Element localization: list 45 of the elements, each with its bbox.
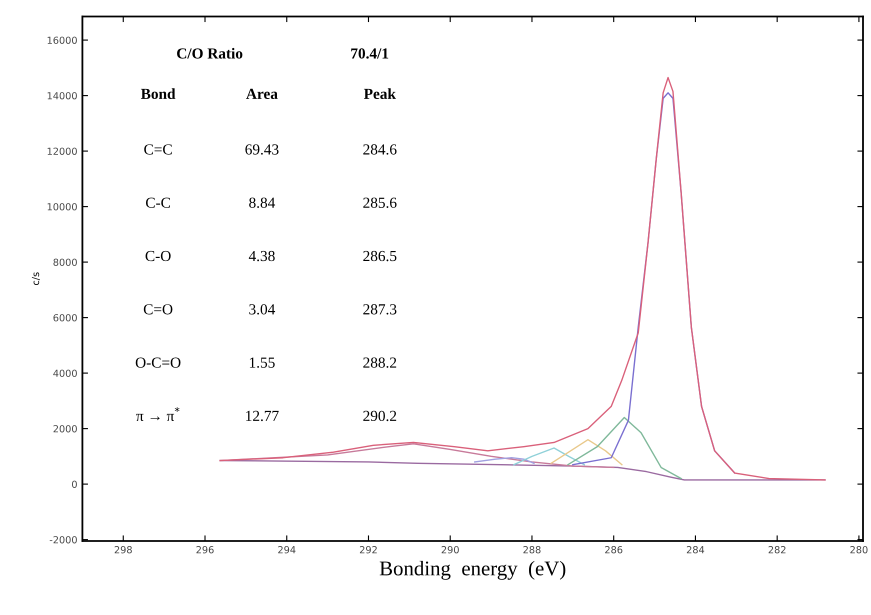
x-tick-label: 298 [114,546,132,554]
annotation: O-C=O [136,357,180,368]
y-tick-label: 6000 [53,314,77,322]
x-axis-title: Bonding energy (eV) [380,560,566,580]
annotation: 69.43 [245,144,279,155]
annotation: C-O [146,250,171,262]
annotation: 290.2 [363,410,396,422]
annotation: 287.3 [363,304,396,315]
y-tick-label: -2000 [50,536,77,544]
y-axis-title: c/s [32,272,40,286]
annotation: C-C [146,198,170,208]
x-tick-label: 286 [605,546,622,554]
annotation: Bond [140,88,176,99]
x-tick-label: 282 [768,546,786,554]
y-tick-label: 12000 [48,148,77,155]
annotation: 284.6 [363,144,397,155]
x-tick-label: 284 [686,546,704,554]
annotation: 3.04 [249,304,276,315]
x-tick-label: 296 [196,546,214,554]
y-tick-label: 4000 [53,370,77,377]
y-tick-label: 14000 [48,92,77,100]
annotation: π → π$^{*}$ [136,407,180,422]
annotation: Area [246,88,278,99]
y-tick-label: 2000 [54,425,77,432]
x-tick-label: 288 [523,546,541,554]
annotation: 70.4/1 [351,48,388,59]
x-tick-label: 280 [850,546,868,554]
x-tick-label: 290 [442,546,459,554]
annotation: C=O [144,304,172,314]
annotation: Peak [364,88,396,99]
y-tick-label: 10000 [48,203,77,210]
y-tick-label: 8000 [53,258,77,266]
annotation: 288.2 [363,357,396,368]
x-tick-label: 294 [278,546,296,554]
annotation: C/O Ratio [177,48,242,59]
y-tick-label: 0 [72,480,77,488]
x-tick-label: 292 [360,546,377,554]
annotation: 12.77 [246,410,279,422]
annotation: 285.6 [363,198,397,208]
annotation: 286.5 [363,250,396,262]
y-tick-label: 16000 [48,36,77,44]
annotation: C=C [144,144,172,155]
annotation: 4.38 [248,250,275,262]
annotation: 8.84 [249,198,276,208]
annotation: 1.55 [250,358,275,368]
